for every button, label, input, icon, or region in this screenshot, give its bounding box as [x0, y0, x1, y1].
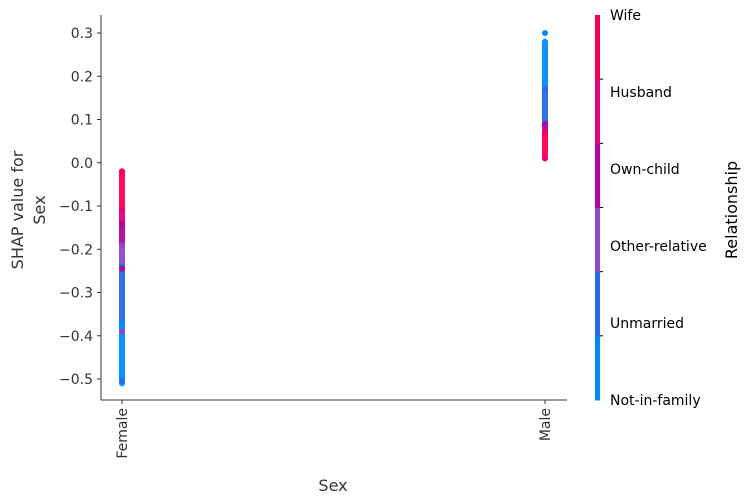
colorbar-title: Relationship — [722, 161, 741, 259]
data-point — [542, 30, 548, 36]
data-point — [119, 265, 125, 272]
data-point — [119, 378, 125, 385]
colorbar-segment — [595, 271, 600, 337]
point-cluster-not-in-family — [542, 38, 548, 93]
x-axis-label: Sex — [318, 476, 347, 495]
colorbar-label: Other-relative — [610, 239, 707, 255]
y-tick-label: 0.2 — [71, 69, 93, 85]
y-tick-label: −0.4 — [59, 329, 93, 345]
colorbar-label: Husband — [610, 85, 672, 101]
y-axis-label-line-2: Sex — [30, 195, 49, 224]
colorbar-segment — [595, 207, 600, 273]
x-axis-ticks: Female Male — [115, 400, 554, 459]
y-tick-label: 0.0 — [71, 156, 93, 172]
colorbar-label: Not-in-family — [610, 393, 701, 409]
y-tick-label: −0.5 — [59, 372, 93, 388]
point-cluster-not-in-family — [119, 319, 125, 387]
colorbar-label: Wife — [610, 8, 641, 24]
point-cluster-own-child — [119, 220, 125, 248]
y-tick-label: −0.2 — [59, 242, 93, 258]
colorbar-label: Own-child — [610, 162, 680, 178]
y-axis-label-line-1: SHAP value for — [8, 150, 27, 269]
colorbar-segment — [595, 143, 600, 208]
scatter-points — [119, 30, 548, 387]
data-point — [542, 155, 548, 162]
axes — [100, 15, 567, 401]
point-cluster-unmarried — [542, 86, 548, 127]
colorbar-segment — [595, 335, 600, 401]
data-point — [119, 328, 125, 335]
x-tick-label-female: Female — [115, 408, 131, 459]
y-tick-label: 0.3 — [71, 26, 93, 42]
point-cluster-unmarried — [119, 263, 125, 326]
y-tick-label: 0.1 — [71, 113, 93, 129]
data-point — [119, 168, 125, 175]
y-tick-label: −0.3 — [59, 286, 93, 302]
colorbar: Not-in-family Unmarried Other-relative Own-… — [595, 8, 707, 409]
point-cluster-husband — [542, 129, 548, 162]
colorbar-segment — [595, 15, 600, 80]
x-tick-label-male: Male — [538, 408, 554, 441]
point-cluster-other-relative — [119, 241, 125, 270]
y-tick-label: −0.1 — [59, 199, 93, 215]
colorbar-segment — [595, 79, 600, 144]
colorbar-label: Unmarried — [610, 316, 684, 332]
y-axis-ticks: 0.3 0.2 0.1 0.0 −0.1 −0.2 −0.3 −0.4 −0.5 — [59, 26, 101, 388]
point-cluster-wife — [119, 168, 125, 214]
